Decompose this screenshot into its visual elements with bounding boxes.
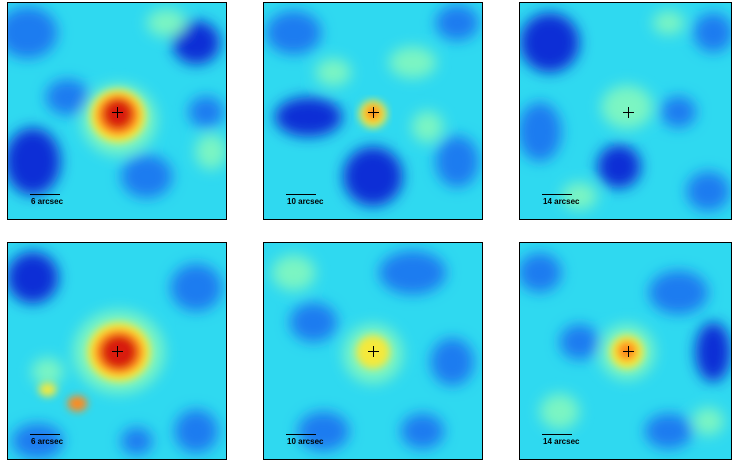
intensity-map [8, 243, 226, 459]
target-crosshair [623, 346, 634, 357]
map-panel-6: 14 arcsec [519, 242, 732, 460]
map-panel-2: 10 arcsec [263, 2, 483, 220]
target-crosshair [112, 107, 123, 118]
target-crosshair [368, 346, 379, 357]
intensity-map [520, 3, 731, 219]
map-panel-1: 6 arcsec [7, 2, 227, 220]
scale-bar [30, 433, 60, 435]
scale-label: 10 arcsec [287, 197, 324, 206]
target-crosshair [368, 107, 379, 118]
scale-label: 6 arcsec [31, 197, 64, 206]
scale-label: 14 arcsec [543, 197, 580, 206]
target-crosshair [112, 346, 123, 357]
scale-bar [286, 433, 316, 435]
map-panel-5: 10 arcsec [263, 242, 483, 460]
scale-label: 10 arcsec [287, 437, 324, 446]
map-panel-4: 6 arcsec [7, 242, 227, 460]
intensity-map [264, 243, 482, 459]
scale-label: 14 arcsec [543, 437, 580, 446]
scale-bar [542, 193, 572, 195]
scale-label: 6 arcsec [31, 437, 64, 446]
scale-bar [542, 433, 572, 435]
scale-bar [30, 193, 60, 195]
map-panel-3: 14 arcsec [519, 2, 732, 220]
scale-bar [286, 193, 316, 195]
target-crosshair [623, 107, 634, 118]
intensity-map [8, 3, 226, 219]
